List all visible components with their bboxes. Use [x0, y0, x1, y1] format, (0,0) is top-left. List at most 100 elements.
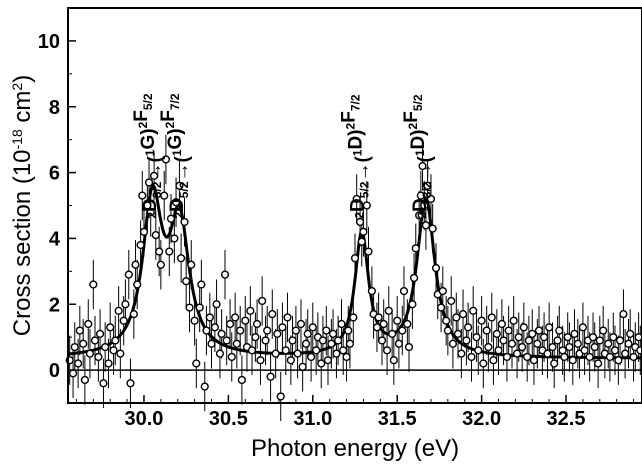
- data-point: [374, 313, 383, 322]
- data-point: [421, 221, 431, 230]
- data-point: [131, 260, 140, 269]
- data-point: [165, 247, 174, 256]
- data-point: [411, 244, 420, 253]
- data-point: [344, 326, 353, 335]
- transition-label-part: D: [167, 198, 188, 212]
- data-point: [170, 234, 179, 243]
- y-tick-label: 6: [49, 163, 60, 185]
- data-point: [144, 178, 154, 187]
- data-point: [467, 352, 476, 362]
- data-point: [237, 375, 246, 385]
- data-point: [604, 339, 613, 348]
- transition-label-part: 5/2: [177, 181, 191, 198]
- y-axis-title: Cross section (10-18 cm2): [9, 75, 36, 336]
- data-point: [393, 316, 402, 325]
- data-point: [74, 359, 83, 368]
- data-point: [293, 349, 302, 358]
- transition-label-part: 2: [172, 212, 186, 219]
- data-point: [539, 333, 549, 342]
- data-point: [334, 336, 343, 345]
- transition-label-part: D: [347, 198, 368, 212]
- data-point: [573, 339, 582, 348]
- transition-label: 2D5/2→(1G)2F7/2: [158, 93, 193, 219]
- transition-label-part: D): [408, 129, 429, 149]
- data-point: [548, 342, 557, 352]
- transition-label-part: 3/2: [420, 181, 434, 198]
- x-tick-label: 32.5: [547, 408, 586, 430]
- data-point: [409, 273, 419, 283]
- transition-label-part: F: [158, 110, 179, 122]
- data-point: [266, 372, 275, 381]
- data-point: [109, 346, 118, 355]
- data-point: [222, 336, 231, 345]
- data-point: [533, 339, 542, 348]
- data-point: [312, 346, 321, 355]
- data-point: [570, 329, 579, 338]
- data-point: [75, 326, 84, 335]
- data-point: [438, 286, 447, 296]
- transition-label-part: 1: [413, 149, 427, 156]
- data-point: [291, 326, 301, 335]
- data-point: [322, 326, 331, 335]
- transition-label: 2D3/2→(1D)2F5/2: [401, 94, 436, 218]
- data-point: [342, 352, 351, 362]
- data-point: [590, 342, 599, 352]
- data-point: [477, 316, 486, 325]
- data-point: [246, 306, 255, 315]
- data-point: [377, 336, 387, 345]
- data-point: [70, 342, 79, 352]
- data-point: [431, 263, 441, 273]
- transition-label-part: 2: [406, 122, 420, 129]
- data-point: [232, 339, 241, 348]
- data-point: [296, 319, 306, 329]
- transition-label-part: →(: [145, 156, 166, 182]
- y-axis-title-part: cm: [9, 91, 36, 130]
- data-point: [151, 231, 160, 240]
- transition-label-part: 7/2: [168, 93, 182, 110]
- transition-label-part: D: [140, 198, 161, 212]
- data-point: [231, 313, 240, 322]
- data-point: [95, 329, 105, 338]
- data-point: [182, 277, 191, 286]
- transition-label-part: 1: [143, 149, 157, 156]
- data-points-group: [65, 155, 642, 401]
- data-point: [79, 339, 88, 348]
- data-point: [399, 286, 409, 296]
- data-point: [251, 333, 260, 342]
- data-point: [220, 270, 230, 279]
- data-point: [599, 326, 608, 335]
- data-point: [121, 300, 130, 309]
- data-point: [215, 349, 225, 358]
- data-point: [138, 191, 147, 200]
- data-point: [210, 323, 219, 332]
- data-point: [415, 211, 424, 220]
- data-point: [514, 333, 523, 342]
- data-point: [166, 214, 176, 223]
- data-point: [585, 352, 594, 362]
- data-point: [497, 319, 506, 329]
- data-point: [355, 217, 365, 227]
- data-point: [247, 346, 257, 355]
- data-point: [252, 319, 262, 329]
- data-point: [197, 280, 206, 289]
- data-point: [271, 349, 280, 358]
- data-point: [323, 356, 333, 365]
- transition-label-part: D: [410, 198, 431, 212]
- data-point: [408, 300, 417, 309]
- data-point: [268, 310, 277, 319]
- data-point: [558, 346, 567, 355]
- data-point: [349, 313, 358, 322]
- data-point: [89, 280, 98, 289]
- transition-label-part: 2: [415, 212, 429, 219]
- transition-label-part: F: [131, 110, 152, 122]
- data-point: [379, 319, 388, 329]
- y-axis-title-part: ): [9, 75, 36, 83]
- data-point: [116, 349, 125, 358]
- transition-label-part: F: [338, 111, 359, 123]
- data-point: [150, 171, 159, 180]
- data-point: [90, 336, 100, 345]
- data-point: [529, 356, 539, 365]
- data-point: [261, 336, 270, 345]
- data-point: [565, 342, 574, 352]
